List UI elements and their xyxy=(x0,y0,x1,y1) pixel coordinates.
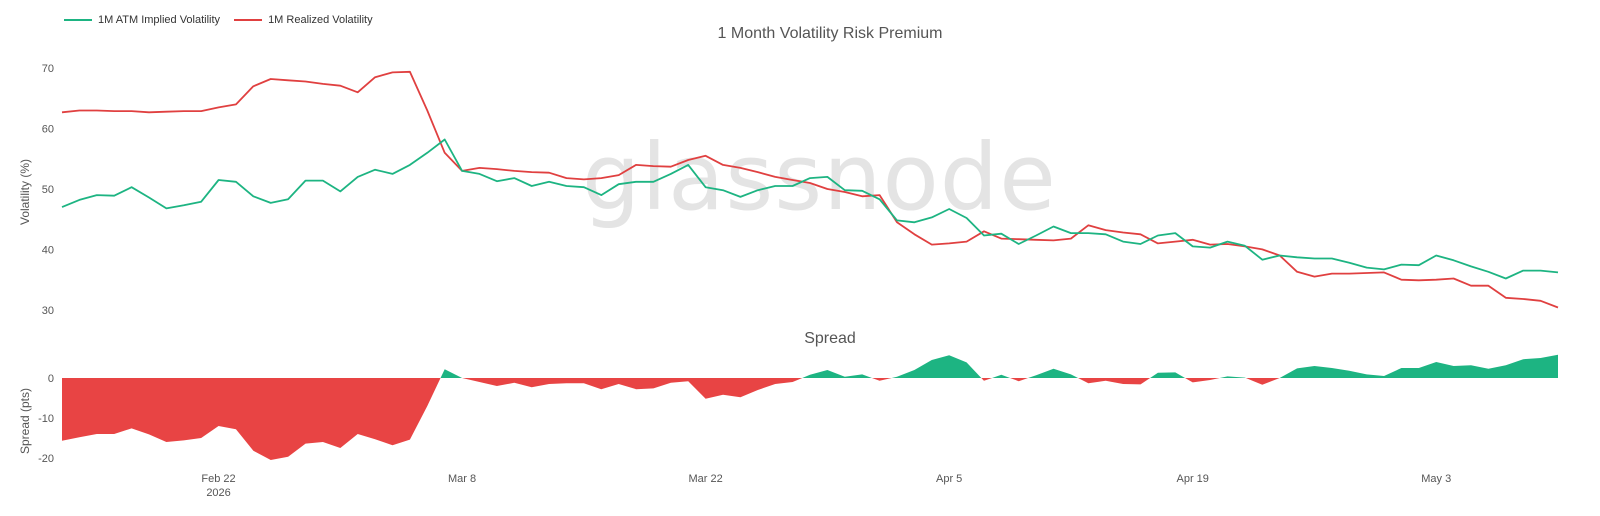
legend-swatch-implied xyxy=(64,19,92,21)
chart-title: 1 Month Volatility Risk Premium xyxy=(717,25,943,42)
x-tick-label: Feb 22 xyxy=(201,473,235,485)
x-tick-label: Apr 19 xyxy=(1176,473,1208,485)
y-tick-label: 40 xyxy=(42,244,54,256)
x-tick-label: Mar 22 xyxy=(689,473,723,485)
legend-label-realized: 1M Realized Volatility xyxy=(268,14,373,26)
realized-volatility-line xyxy=(61,70,1559,309)
x-tick-label: Mar 8 xyxy=(448,473,476,485)
spread-y-tick-label: 0 xyxy=(48,373,54,385)
x-tick-label: May 3 xyxy=(1421,473,1451,485)
spread-y-tick-label: -20 xyxy=(38,453,54,465)
y-tick-label: 60 xyxy=(42,124,54,136)
legend: 1M ATM Implied Volatility 1M Realized Vo… xyxy=(64,14,373,26)
spread-positive-area xyxy=(62,354,1558,378)
spread-y-tick-label: -10 xyxy=(38,413,54,425)
spread-title: Spread xyxy=(804,330,856,347)
legend-swatch-realized xyxy=(234,19,263,21)
y-tick-label: 50 xyxy=(42,184,54,196)
legend-item-implied[interactable]: 1M ATM Implied Volatility xyxy=(64,14,220,26)
legend-item-realized[interactable]: 1M Realized Volatility xyxy=(234,14,373,26)
implied-volatility-line xyxy=(61,138,1559,280)
y-tick-label: 70 xyxy=(42,63,54,75)
legend-label-implied: 1M ATM Implied Volatility xyxy=(98,14,221,26)
x-tick-label: Apr 5 xyxy=(936,473,962,485)
y-tick-label: 30 xyxy=(42,305,54,317)
spread-negative-area xyxy=(62,378,1558,460)
x-tick-sublabel: 2026 xyxy=(206,487,230,499)
